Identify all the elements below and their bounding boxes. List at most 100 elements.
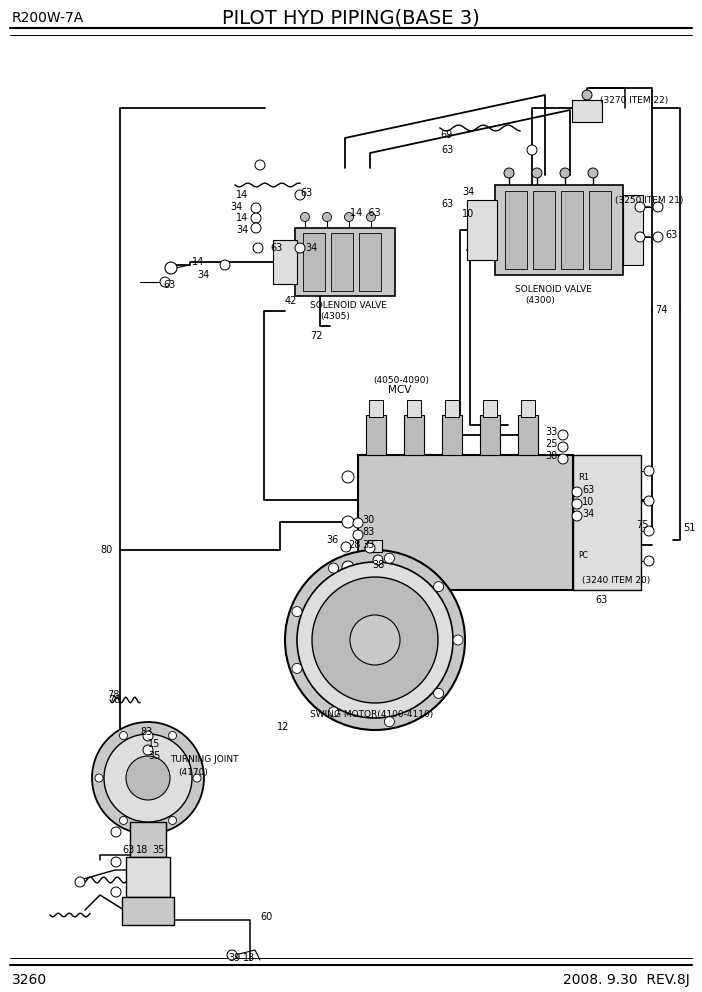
Circle shape: [160, 277, 170, 287]
Circle shape: [588, 168, 598, 178]
Circle shape: [341, 542, 351, 552]
Bar: [572, 100, 602, 122]
Circle shape: [434, 581, 444, 591]
Circle shape: [119, 731, 128, 740]
Text: 75: 75: [636, 520, 649, 530]
Circle shape: [644, 496, 654, 506]
Text: 10: 10: [582, 497, 595, 507]
Circle shape: [220, 260, 230, 270]
Text: 72: 72: [310, 331, 322, 341]
Text: 78: 78: [107, 690, 119, 700]
Text: 63: 63: [582, 485, 595, 495]
Text: 15: 15: [148, 739, 160, 749]
Text: 63: 63: [122, 845, 134, 855]
Circle shape: [322, 212, 331, 221]
Bar: [495, 185, 623, 275]
Circle shape: [292, 607, 302, 617]
Circle shape: [329, 707, 338, 717]
Text: 36: 36: [326, 535, 338, 545]
Bar: [358, 455, 573, 590]
Text: (4170): (4170): [178, 768, 208, 777]
Circle shape: [75, 877, 85, 887]
Text: MCV: MCV: [388, 385, 411, 395]
Text: 80: 80: [100, 545, 112, 555]
Circle shape: [111, 857, 121, 867]
Bar: [561, 191, 583, 269]
Text: 12: 12: [277, 722, 289, 732]
Circle shape: [251, 223, 261, 233]
Circle shape: [295, 243, 305, 253]
Circle shape: [350, 615, 400, 665]
Circle shape: [342, 516, 354, 528]
Circle shape: [111, 827, 121, 837]
Bar: [442, 415, 462, 455]
Text: 14  63: 14 63: [350, 208, 380, 218]
Text: 34: 34: [582, 509, 595, 519]
Text: 35: 35: [148, 751, 160, 761]
Text: 74: 74: [655, 305, 668, 315]
Bar: [331, 233, 353, 291]
Text: 13: 13: [243, 953, 256, 963]
Text: 30: 30: [362, 515, 374, 525]
Circle shape: [558, 442, 568, 452]
Bar: [404, 415, 424, 455]
Text: (4300): (4300): [525, 296, 555, 305]
Bar: [573, 455, 641, 590]
Circle shape: [434, 688, 444, 698]
Text: 35: 35: [152, 845, 164, 855]
Circle shape: [104, 734, 192, 822]
Circle shape: [143, 731, 153, 741]
Text: (4305): (4305): [320, 311, 350, 320]
Text: 2008. 9.30  REV.8J: 2008. 9.30 REV.8J: [563, 973, 690, 987]
Circle shape: [644, 556, 654, 566]
Text: R200W-7A: R200W-7A: [12, 11, 84, 25]
Circle shape: [329, 563, 338, 573]
Circle shape: [385, 717, 395, 727]
Circle shape: [143, 745, 153, 755]
Circle shape: [644, 466, 654, 476]
Bar: [445, 400, 459, 417]
Bar: [518, 415, 538, 455]
Text: 14: 14: [192, 257, 204, 267]
Text: 3260: 3260: [12, 973, 47, 987]
Circle shape: [300, 212, 310, 221]
Text: 18: 18: [136, 845, 148, 855]
Circle shape: [653, 232, 663, 242]
Text: PILOT HYD PIPING(BASE 3): PILOT HYD PIPING(BASE 3): [222, 9, 480, 28]
Text: SWING MOTOR(4100-4110): SWING MOTOR(4100-4110): [310, 710, 433, 719]
Circle shape: [126, 756, 170, 800]
Circle shape: [385, 554, 395, 563]
Text: 33: 33: [362, 540, 374, 550]
Circle shape: [653, 202, 663, 212]
Circle shape: [119, 816, 128, 824]
Circle shape: [255, 160, 265, 170]
Circle shape: [366, 212, 376, 221]
Text: 63: 63: [270, 243, 282, 253]
Bar: [359, 233, 381, 291]
Text: 28: 28: [348, 540, 360, 550]
Circle shape: [572, 511, 582, 521]
Bar: [505, 191, 527, 269]
Bar: [407, 400, 421, 417]
Circle shape: [253, 243, 263, 253]
Circle shape: [168, 816, 176, 824]
Text: PC: PC: [578, 551, 588, 559]
Text: 63: 63: [300, 188, 312, 198]
Text: 33: 33: [545, 427, 557, 437]
Bar: [368, 540, 382, 552]
Text: (4050-4090): (4050-4090): [373, 376, 429, 385]
Circle shape: [572, 487, 582, 497]
Text: 63: 63: [665, 230, 677, 240]
Circle shape: [342, 471, 354, 483]
Bar: [122, 897, 174, 925]
Circle shape: [527, 145, 537, 155]
Bar: [589, 191, 611, 269]
Text: (3240 ITEM 20): (3240 ITEM 20): [582, 575, 650, 584]
Circle shape: [582, 90, 592, 100]
Text: 10: 10: [462, 209, 475, 219]
Text: 34: 34: [305, 243, 317, 253]
Text: (3270 ITEM 22): (3270 ITEM 22): [600, 95, 668, 104]
Circle shape: [251, 213, 261, 223]
Circle shape: [572, 499, 582, 509]
Circle shape: [560, 168, 570, 178]
